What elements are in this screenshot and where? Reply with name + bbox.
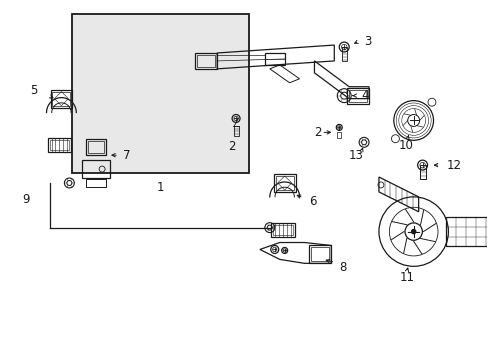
Bar <box>54 91 68 105</box>
Bar <box>337 132 341 138</box>
Bar <box>88 141 104 153</box>
Text: 8: 8 <box>339 261 346 274</box>
Text: 4: 4 <box>360 89 368 102</box>
Text: 9: 9 <box>22 193 30 206</box>
Bar <box>47 138 71 152</box>
Bar <box>273 174 295 192</box>
Bar <box>52 92 70 105</box>
Bar <box>270 223 294 237</box>
Bar <box>277 176 291 190</box>
Bar <box>275 176 293 190</box>
Bar <box>197 55 215 67</box>
Text: 10: 10 <box>398 139 412 152</box>
Bar <box>49 140 69 150</box>
Bar <box>233 126 238 136</box>
Text: 13: 13 <box>347 149 362 162</box>
Bar <box>311 247 328 261</box>
Text: 7: 7 <box>122 149 130 162</box>
Bar <box>346 88 368 104</box>
Text: 1: 1 <box>157 181 164 194</box>
Bar <box>419 165 425 179</box>
Bar <box>86 179 106 187</box>
Bar <box>50 90 72 108</box>
Bar <box>86 139 106 155</box>
Bar <box>264 53 284 65</box>
Text: 5: 5 <box>30 84 37 97</box>
Bar <box>309 246 331 264</box>
Text: 2: 2 <box>313 126 321 139</box>
Text: 6: 6 <box>309 195 316 208</box>
FancyBboxPatch shape <box>72 14 249 173</box>
Text: 11: 11 <box>398 271 413 284</box>
Bar <box>195 53 217 69</box>
Text: 12: 12 <box>446 159 461 172</box>
Circle shape <box>411 230 415 234</box>
Text: 2: 2 <box>228 140 235 153</box>
Bar <box>272 225 292 235</box>
Bar <box>341 47 346 61</box>
Bar <box>82 160 110 178</box>
Bar <box>446 217 488 247</box>
Bar <box>348 90 366 102</box>
Text: 3: 3 <box>364 35 371 48</box>
